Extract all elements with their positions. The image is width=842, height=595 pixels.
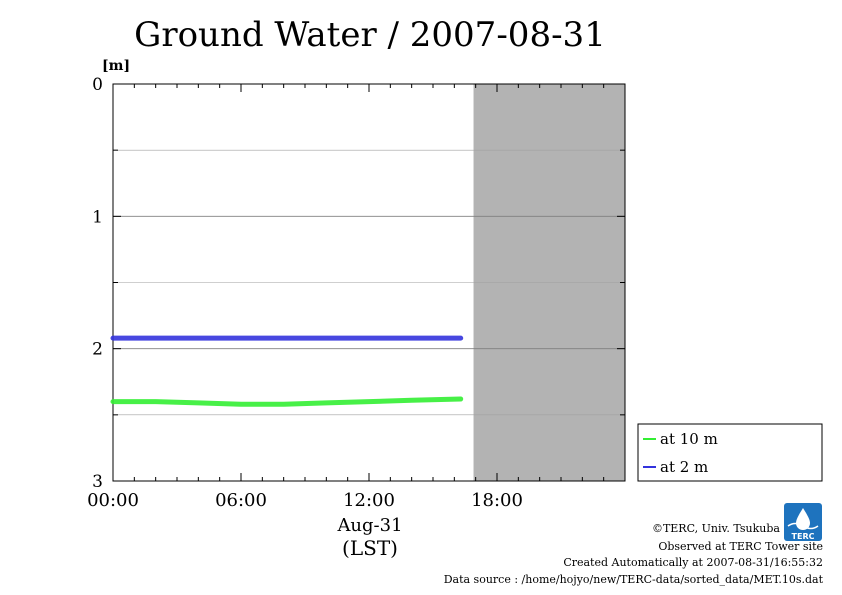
x-date-label: Aug-31 [336, 515, 402, 536]
logo-text: TERC [792, 532, 815, 541]
plot-area: 0 1 2 300:00 06:00 12:00 18:00 [87, 75, 626, 511]
copyright-text: ©TERC, Univ. Tsukuba [652, 522, 780, 535]
terc-logo: TERC [784, 503, 822, 541]
x-tick-label-1200: 12:00 [343, 490, 395, 511]
chart-title: Ground Water / 2007-08-31 [134, 15, 606, 55]
observed-text: Observed at TERC Tower site [658, 540, 823, 553]
series-line-10m [110, 396, 464, 407]
x-zone-label: (LST) [342, 536, 398, 560]
y-axis-unit-label: [m] [102, 58, 130, 74]
x-tick-label-0000: 00:00 [87, 490, 139, 511]
legend-label-2m: at 2 m [660, 458, 708, 476]
data-source-text: Data source : /home/hojyo/new/TERC-data/… [444, 573, 824, 586]
y-tick-label-0: 0 [92, 75, 103, 95]
legend: at 10 m at 2 m [637, 423, 823, 482]
y-tick-label-2: 2 [92, 340, 103, 360]
legend-box [637, 423, 823, 482]
created-text: Created Automatically at 2007-08-31/16:5… [563, 556, 823, 569]
x-tick-label-1800: 18:00 [471, 490, 523, 511]
y-tick-label-3: 3 [92, 472, 103, 492]
legend-label-10m: at 10 m [660, 430, 718, 448]
y-tick-label-1: 1 [92, 207, 103, 227]
x-tick-label-0600: 06:00 [215, 490, 267, 511]
